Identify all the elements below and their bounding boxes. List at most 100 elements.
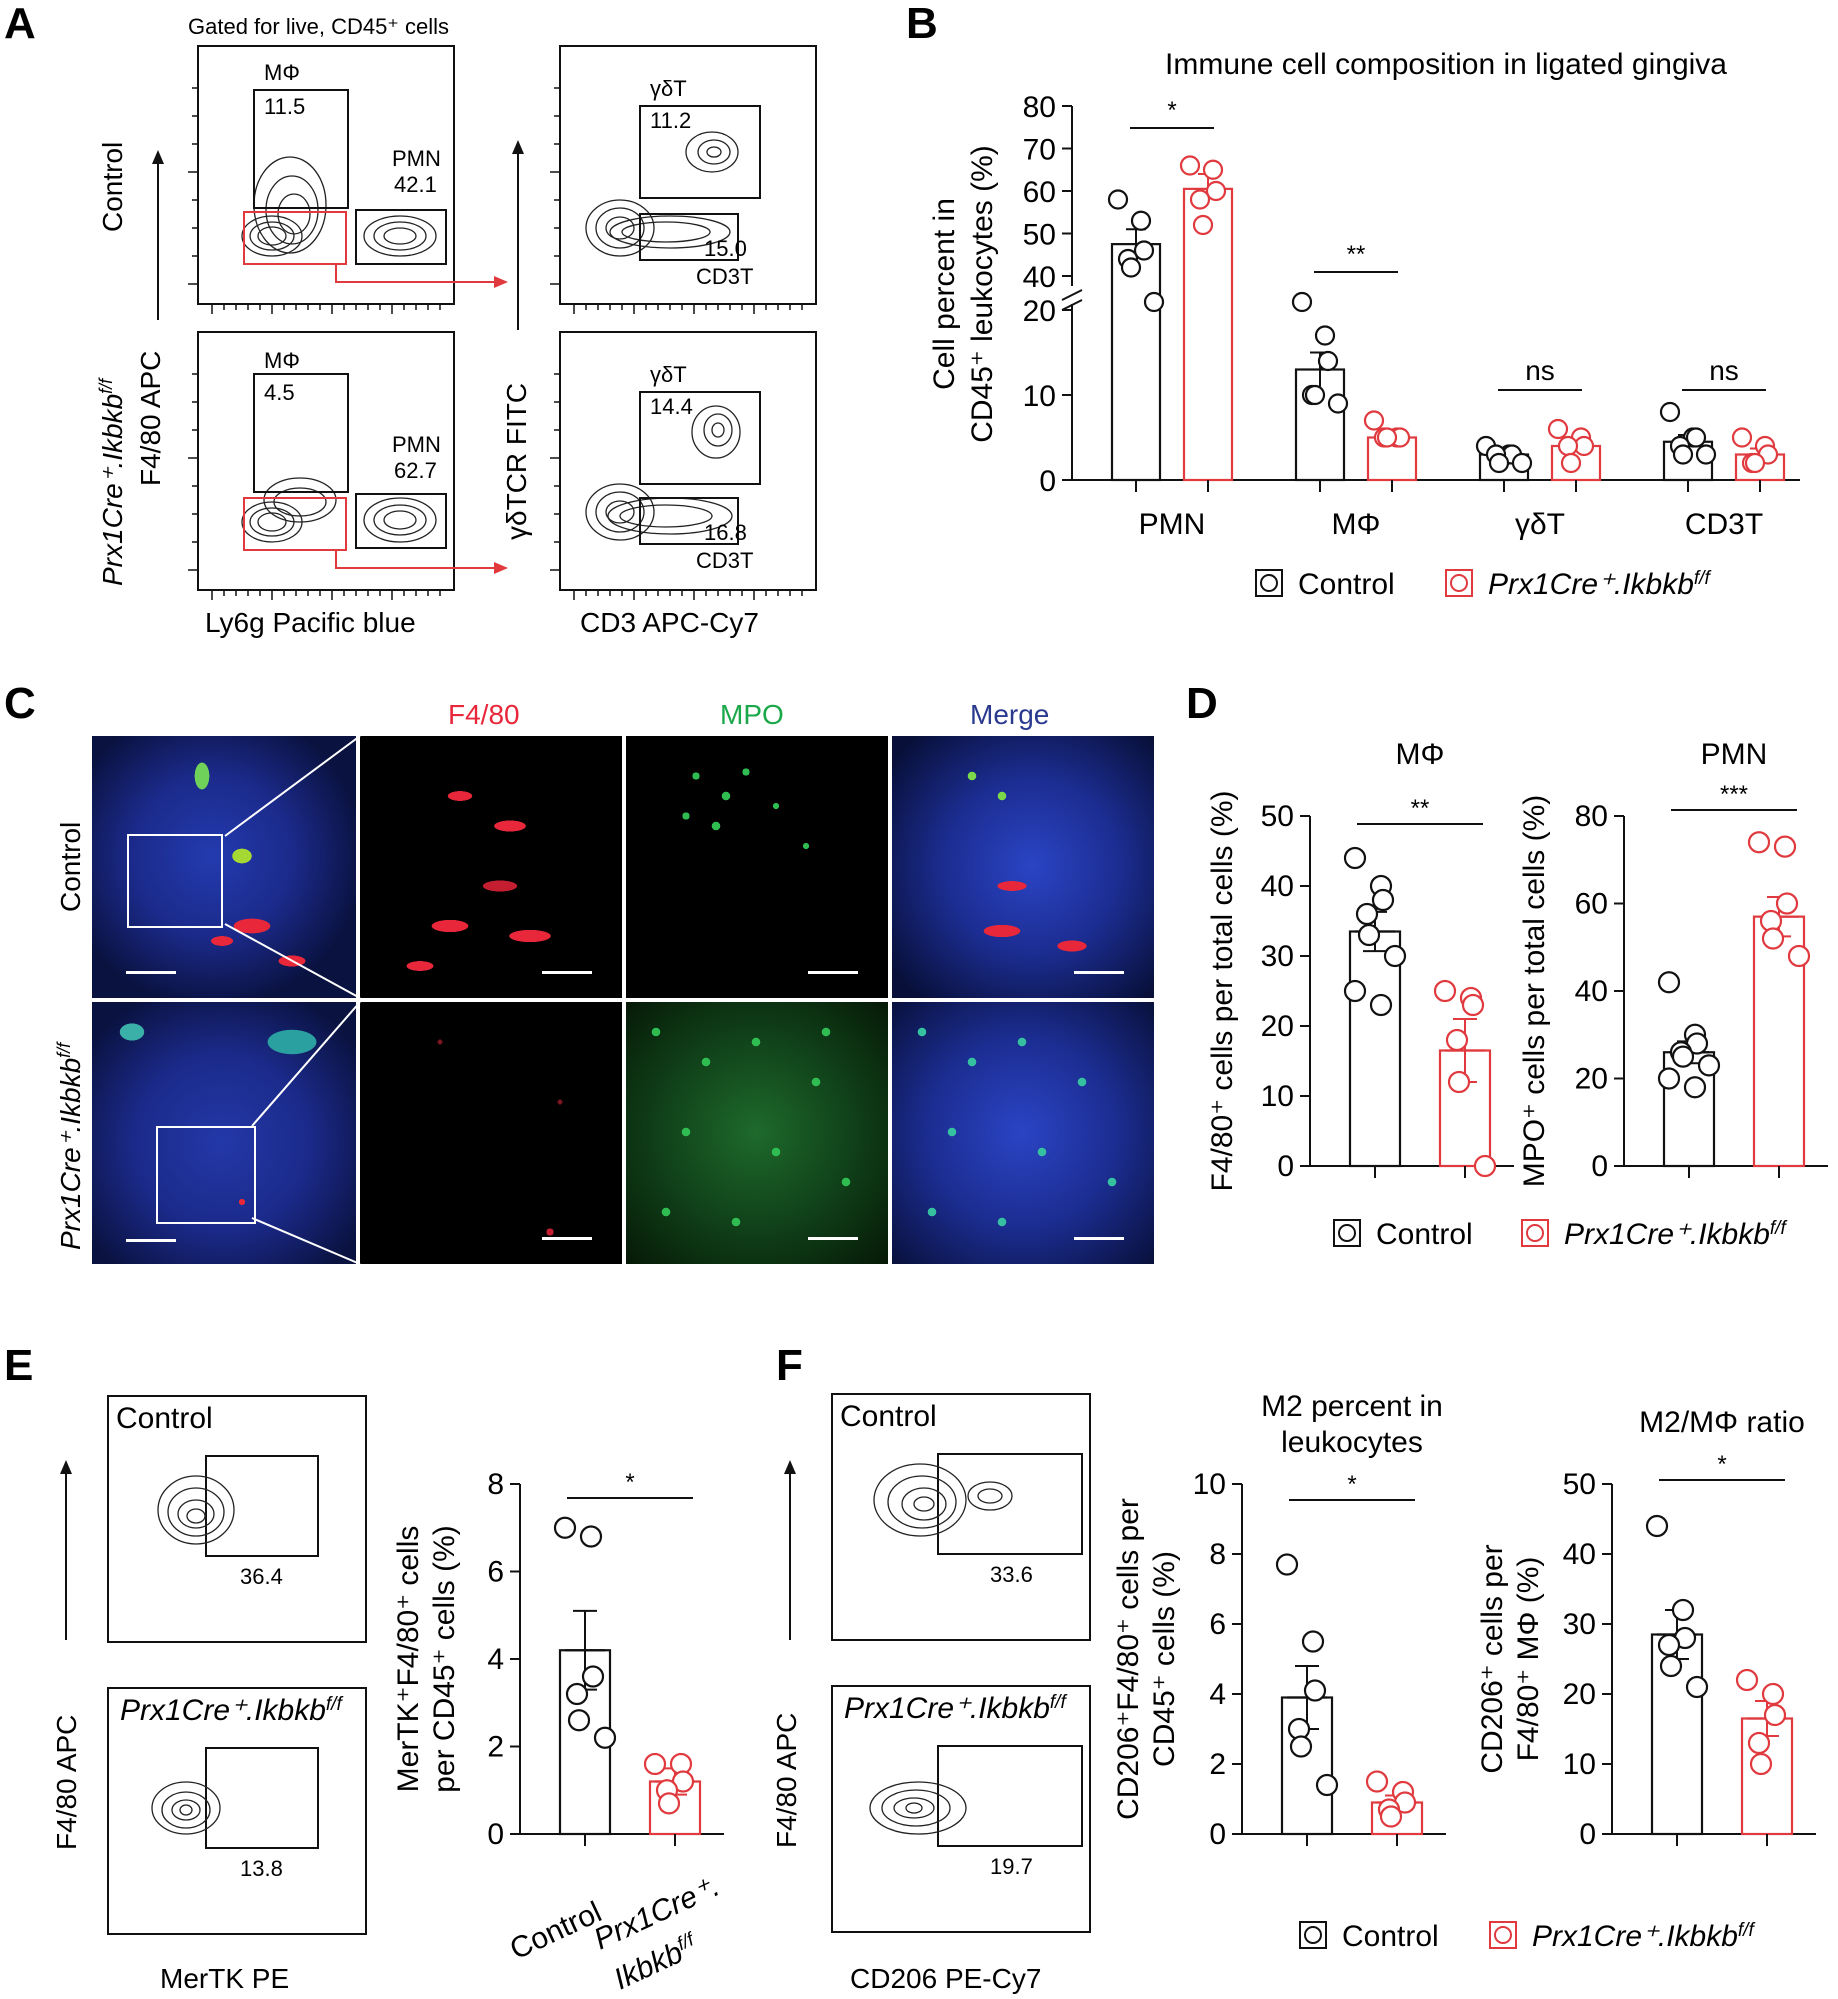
gate-mp-value-ko: 4.5	[264, 380, 295, 405]
data-point	[593, 1726, 617, 1749]
data-point	[1511, 452, 1533, 474]
significance-label: ***	[1720, 781, 1748, 808]
data-point	[1343, 846, 1367, 870]
y-tick-label: 50	[1563, 1468, 1596, 1501]
data-point	[1744, 452, 1766, 474]
y-tick-label: 80	[1023, 91, 1056, 124]
y-axis-label: MerTK⁺F4/80⁺ cells	[392, 1526, 425, 1793]
micrograph-ko-overview	[92, 1002, 356, 1264]
row-label-c-ko: Prx1Cre⁺.Ikbkbf/f	[54, 1041, 86, 1250]
significance-label: *	[1717, 1451, 1726, 1478]
gate-title: Gated for live, CD45⁺ cells	[188, 14, 449, 39]
data-point	[553, 1516, 577, 1539]
gate-gdt-value-control: 11.2	[650, 108, 691, 133]
gate-cd3-value-ko: 16.8	[704, 520, 747, 545]
axis-break	[1061, 289, 1083, 301]
flow-plot-e-control	[107, 1395, 367, 1643]
y-tick-label: 40	[1261, 870, 1294, 903]
data-point	[1202, 159, 1224, 180]
data-point	[1383, 944, 1407, 968]
data-point	[1775, 892, 1799, 915]
flow-e-control-label: Control	[116, 1402, 213, 1435]
data-point	[1461, 993, 1485, 1017]
y-tick-label: 2	[487, 1731, 504, 1764]
gate-pmn-value-control: 42.1	[394, 172, 437, 197]
axis-label-ly6g: Ly6g Pacific blue	[205, 607, 416, 638]
y-axis-label: F4/80⁺ MΦ (%)	[1512, 1557, 1545, 1762]
y-tick-label: 0	[1209, 1818, 1226, 1851]
y-tick-label: 0	[1039, 465, 1056, 498]
panel-f-flow: Control Prx1Cre⁺.Ikbkbf/f 33.6 19.7 F4/8…	[771, 1393, 1091, 1994]
flow-plot-ko-ly6g	[197, 331, 455, 591]
data-point	[1130, 210, 1152, 231]
y-axis-label: CD45⁺ cells (%)	[1148, 1551, 1181, 1767]
data-point	[1763, 1703, 1787, 1727]
data-point	[1657, 971, 1681, 994]
legend-b: Control Prx1Cre⁺.Ikbkbf/f	[1255, 568, 1711, 601]
micrograph-ko-mpo	[626, 1002, 888, 1264]
y-tick-label: 2	[1209, 1748, 1226, 1781]
data-point	[579, 1525, 603, 1548]
y-tick-label: 40	[1575, 975, 1608, 1008]
gate-cd3-label-ko: CD3T	[696, 548, 753, 573]
chart-f-right: 0 10 20 30 40 50 * M2/MΦ ratio CD206⁺ cells per F…	[1476, 1406, 1816, 1851]
y-tick-label: 8	[1209, 1538, 1226, 1571]
data-point	[1376, 427, 1398, 448]
y-tick-label: 6	[487, 1556, 504, 1589]
row-label-ko: Prx1Cre⁺.Ikbkbf/f	[96, 377, 128, 586]
gate-pmn-label-ko: PMN	[392, 432, 441, 457]
x-category-label: CD3T	[1685, 508, 1763, 541]
axis-label-gdtcr: γδTCR FITC	[501, 383, 532, 540]
arrow-up-icon	[784, 1460, 796, 1474]
data-point	[1773, 835, 1797, 858]
data-point	[1433, 979, 1457, 1003]
data-point	[1327, 393, 1349, 414]
flow-plot-ko-cd3	[559, 331, 817, 591]
flow-plot-control-cd3	[559, 45, 817, 305]
data-point	[1747, 831, 1771, 854]
data-point	[1672, 444, 1694, 465]
data-point	[1657, 1633, 1681, 1657]
chart-title: M2 percent in	[1261, 1390, 1443, 1423]
chart-d-left: 0 10 20 30 40 50 ** MΦ F4/80⁺ cells per total ce…	[1206, 738, 1514, 1191]
y-tick-label: 30	[1563, 1608, 1596, 1641]
gate-mp-value-control: 11.5	[264, 94, 305, 119]
micrograph-control-f480	[360, 736, 622, 998]
significance-label: **	[1411, 795, 1430, 822]
data-point	[1369, 993, 1393, 1017]
y-axis-label: per CD45⁺ cells (%)	[428, 1525, 461, 1793]
gate-cd3-value-control: 15.0	[704, 236, 747, 261]
gate-pmn-value-ko: 62.7	[394, 458, 437, 483]
panel-a: Gated for live, CD45⁺ cells	[96, 14, 817, 638]
micrograph-control-merge	[892, 736, 1154, 998]
axis-break	[1061, 299, 1083, 311]
y-tick-label: 4	[487, 1643, 504, 1676]
data-point	[643, 1752, 667, 1776]
y-tick-label: 0	[1277, 1150, 1294, 1183]
y-tick-label: 60	[1575, 888, 1608, 921]
axis-label-e-y: F4/80 APC	[51, 1715, 82, 1850]
data-point	[1447, 1070, 1471, 1094]
panel-label-e: E	[4, 1341, 33, 1390]
gate-pmn-label-control: PMN	[392, 146, 441, 171]
y-tick-label: 0	[1591, 1150, 1608, 1183]
y-tick-label: 0	[487, 1818, 504, 1851]
data-point	[1735, 1668, 1759, 1692]
y-tick-label: 60	[1023, 176, 1056, 209]
data-point	[581, 1665, 605, 1688]
x-category-label: γδT	[1515, 508, 1565, 541]
data-point	[567, 1709, 591, 1732]
data-point	[1761, 1682, 1785, 1706]
legend-f-knockout: Prx1Cre⁺.Ikbkbf/f	[1532, 1920, 1755, 1954]
y-axis-label: CD206⁺ cells per	[1476, 1544, 1509, 1773]
chart-title: leukocytes	[1281, 1426, 1423, 1459]
y-axis-label: F4/80⁺ cells per total cells (%)	[1206, 791, 1239, 1192]
y-axis-label: CD206⁺F4/80⁺ cells per	[1112, 1498, 1145, 1820]
channel-label-mpo: MPO	[720, 699, 784, 730]
legend-d-control: Control	[1376, 1218, 1473, 1251]
significance-label: *	[625, 1469, 634, 1496]
data-point	[1787, 944, 1811, 968]
flow-f-ko-label: Prx1Cre⁺.Ikbkbf/f	[844, 1692, 1067, 1726]
y-tick-label: 50	[1261, 800, 1294, 833]
